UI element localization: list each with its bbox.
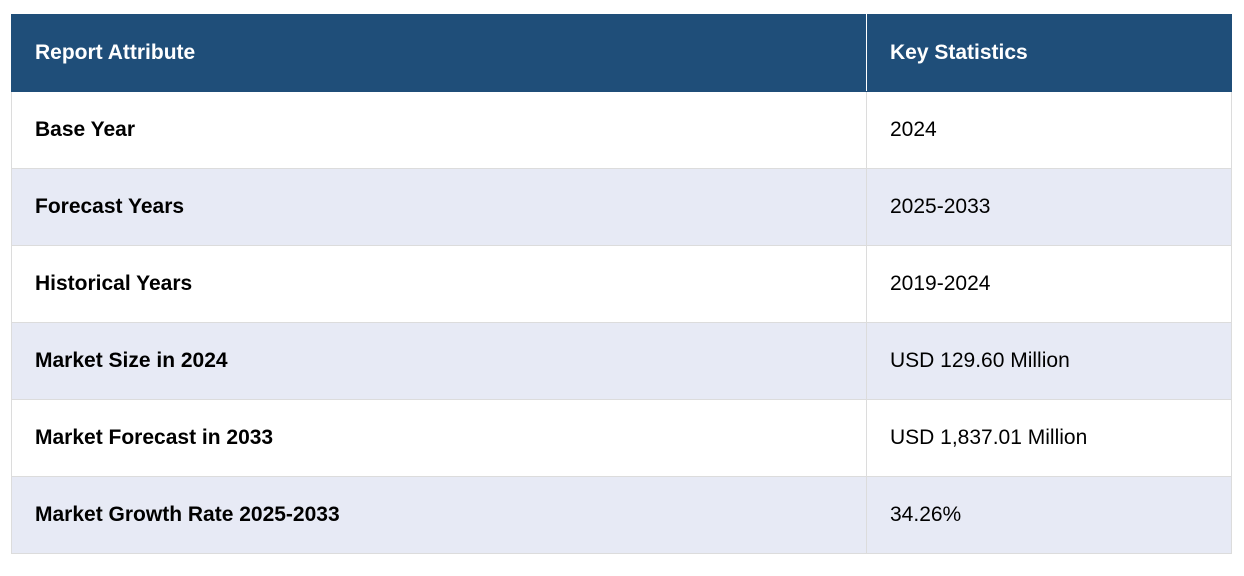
header-cell: Key Statistics — [866, 14, 1232, 92]
table-body: Base Year 2024 Forecast Years 2025-2033 Hist… — [11, 91, 1232, 554]
table-header: Report Attribute Key Statistics — [11, 14, 1232, 92]
header-cell: Report Attribute — [11, 14, 867, 92]
stats-table: Report Attribute Key Statistics Base Year… — [11, 14, 1232, 554]
table-row: Market Size in 2024 USD 129.60 Million — [11, 322, 1232, 400]
table-row: Historical Years 2019-2024 — [11, 245, 1232, 323]
attribute-cell: Forecast Years — [11, 168, 867, 246]
value-cell: 2019-2024 — [866, 245, 1232, 323]
value-cell: USD 129.60 Million — [866, 322, 1232, 400]
attribute-cell: Market Forecast in 2033 — [11, 399, 867, 477]
attribute-cell: Market Growth Rate 2025-2033 — [11, 476, 867, 554]
value-cell: 34.26% — [866, 476, 1232, 554]
table-row: Market Growth Rate 2025-2033 34.26% — [11, 476, 1232, 554]
attribute-cell: Historical Years — [11, 245, 867, 323]
header-row: Report Attribute Key Statistics — [11, 14, 1232, 92]
table-row: Forecast Years 2025-2033 — [11, 168, 1232, 246]
value-cell: USD 1,837.01 Million — [866, 399, 1232, 477]
table-row: Market Forecast in 2033 USD 1,837.01 Mill… — [11, 399, 1232, 477]
value-cell: 2024 — [866, 91, 1232, 169]
attribute-cell: Market Size in 2024 — [11, 322, 867, 400]
attribute-cell: Base Year — [11, 91, 867, 169]
value-cell: 2025-2033 — [866, 168, 1232, 246]
table-row: Base Year 2024 — [11, 91, 1232, 169]
